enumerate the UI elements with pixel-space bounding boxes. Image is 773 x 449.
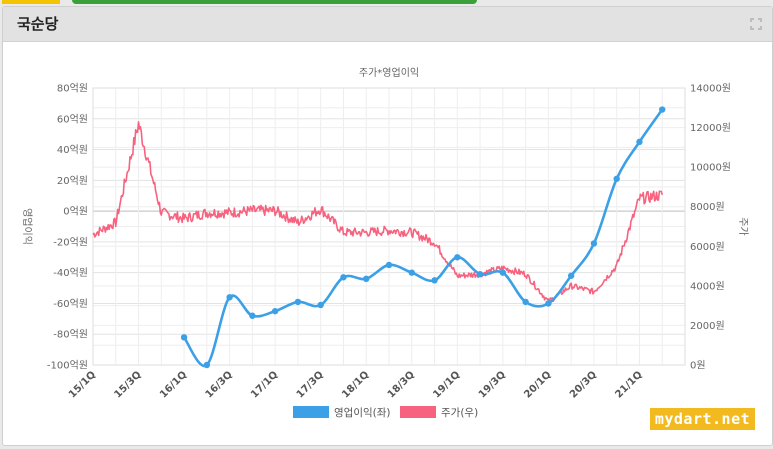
operating-profit-point [180,334,188,341]
x-tick-label: 17/1Q [249,369,280,400]
top-accent-bar [0,0,773,4]
x-tick-label: 19/3Q [477,369,508,400]
y-left-tick-label: -80억원 [53,329,88,341]
operating-profit-point [363,275,370,283]
y-right-tick-label: 4000원 [690,280,725,292]
operating-profit-point [659,106,666,113]
panel-header: 국순당 [3,7,772,42]
plot-frame [92,87,686,366]
operating-profit-line [182,108,664,368]
operating-profit-point [567,272,575,279]
legend-label: 주가(우) [441,407,478,419]
x-tick-label: 18/1Q [340,369,371,400]
y-left-tick-label: -100억원 [47,360,88,372]
y-right-tick-label: 8000원 [690,201,725,213]
accent-tab-green [72,0,477,4]
operating-profit-point [636,138,643,146]
y-right-tick-label: 2000원 [690,320,725,332]
operating-profit-point [454,254,461,261]
operating-profit-point [203,361,211,369]
operating-profit-point [522,298,529,306]
chart-title: 주가*영업이익 [359,66,419,79]
x-tick-label: 15/1Q [67,369,98,400]
x-tick-label: 16/3Q [204,369,235,400]
x-tick-label: 21/1Q [613,369,644,400]
price-series-line [92,121,664,303]
legend-label: 영업이익(좌) [334,406,391,419]
operating-profit-point [340,274,347,281]
operating-profit-point [317,301,324,309]
watermark-badge: mydart.net [650,408,755,430]
operating-profit-point [271,307,279,315]
y-left-axis-title: 영업이익 [21,208,34,245]
operating-profit-point [590,240,598,247]
x-tick-label: 17/3Q [295,369,326,400]
operating-profit-point [249,312,256,319]
x-tick-label: 18/3Q [386,369,417,400]
operating-profit-point [226,294,233,301]
legend-swatch [400,406,436,418]
operating-profit-point [385,261,393,269]
operating-profit-point [476,271,484,278]
y-right-tick-label: 14000원 [690,83,731,95]
x-tick-label: 16/1Q [158,369,189,400]
y-left-tick-label: -20억원 [53,236,88,248]
x-tick-label: 20/1Q [522,369,553,400]
operating-profit-point [545,300,552,307]
operating-profit-point [431,277,438,284]
y-left-tick-label: -40억원 [53,267,88,279]
panel-title: 국순당 [17,15,59,33]
x-tick-label: 20/3Q [568,369,599,400]
y-left-tick-label: 0억원 [63,206,88,218]
expand-icon[interactable] [750,18,762,30]
y-right-tick-label: 6000원 [690,241,725,253]
y-right-tick-label: 0원 [690,360,706,372]
y-left-tick-label: 20억원 [57,175,88,187]
operating-profit-point [499,269,507,276]
legend-swatch [293,406,329,418]
operating-profit-point [408,269,415,276]
x-tick-label: 19/1Q [431,369,462,400]
x-tick-label: 15/3Q [113,369,144,400]
y-left-tick-label: 80억원 [57,83,88,95]
y-left-tick-label: 60억원 [57,113,88,125]
y-right-tick-label: 10000원 [690,162,731,174]
y-right-axis-title: 주가 [737,217,749,235]
y-left-tick-label: 40억원 [57,144,88,156]
accent-tab-yellow [2,0,60,4]
y-right-tick-label: 12000원 [690,122,731,134]
operating-profit-point [613,175,620,182]
y-left-tick-label: -60억원 [53,298,88,310]
operating-profit-point [294,298,302,306]
